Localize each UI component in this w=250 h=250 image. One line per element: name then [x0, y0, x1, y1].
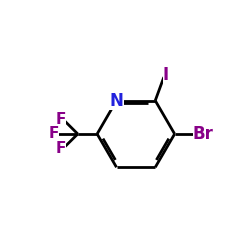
Text: F: F — [49, 126, 59, 142]
Text: F: F — [55, 141, 66, 156]
Text: Br: Br — [193, 125, 214, 143]
Text: N: N — [110, 92, 124, 110]
Text: I: I — [163, 66, 169, 84]
Text: F: F — [55, 112, 66, 127]
